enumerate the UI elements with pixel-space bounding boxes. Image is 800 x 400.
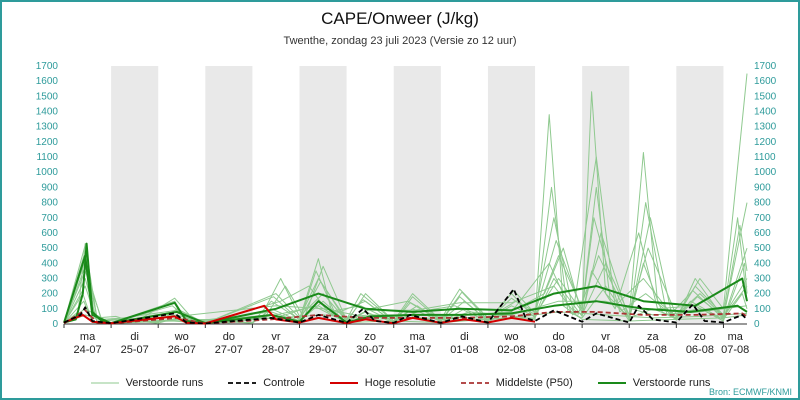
day-name-label: ma [80,331,96,343]
day-date-label: 05-08 [639,344,667,356]
day-date-label: 26-07 [168,344,196,356]
y-tick-label-right: 1000 [754,167,777,178]
y-tick-label-left: 100 [41,304,58,315]
day-date-label: 31-07 [403,344,431,356]
y-tick-label-right: 900 [754,182,771,193]
series-controle [63,288,748,325]
legend-label: Controle [263,377,305,389]
day-band [299,66,347,324]
chart-subtitle: Twenthe, zondag 23 juli 2023 (Versie zo … [283,35,517,47]
day-date-label: 07-08 [721,344,749,356]
legend-line-sample [90,382,119,384]
y-tick-label-right: 100 [754,304,771,315]
legend-line-sample [597,382,626,384]
y-tick-label-left: 900 [41,182,58,193]
day-date-label: 04-08 [592,344,620,356]
day-name-label: ma [728,331,744,343]
legend-label: Middelste (P50) [495,377,573,389]
y-tick-label-right: 1500 [754,91,777,102]
y-tick-label-left: 1200 [36,137,59,148]
y-tick-label-left: 600 [41,228,58,239]
y-tick-label-left: 1100 [36,152,58,163]
legend-item-2: Hoge resolutie [329,377,436,389]
day-date-label: 25-07 [121,344,149,356]
series-verstoorde-run-8 [63,156,748,324]
y-tick-label-right: 1400 [754,107,777,118]
day-name-label: vr [271,331,281,343]
y-tick-label-left: 1600 [36,76,59,87]
day-band [676,66,724,324]
legend-item-1: Controle [227,377,305,389]
y-tick-label-right: 800 [754,198,771,209]
y-tick-label-right: 400 [754,258,771,269]
day-name-label: di [130,331,139,343]
day-name-label: ma [410,331,426,343]
y-tick-label-left: 700 [41,213,58,224]
day-date-label: 01-08 [450,344,478,356]
legend-label: Verstoorde runs [632,377,711,389]
day-name-label: za [317,331,330,343]
chart-title: CAPE/Onweer (J/kg) [321,9,479,28]
y-tick-label-right: 1700 [754,61,777,72]
y-tick-label-left: 1000 [36,167,59,178]
y-tick-label-right: 0 [754,319,760,330]
legend-item-3: Middelste (P50) [460,377,573,389]
y-tick-label-right: 1600 [754,76,777,87]
y-tick-label-right: 600 [754,228,771,239]
day-name-label: do [552,331,564,343]
y-tick-label-left: 200 [41,289,58,300]
y-tick-label-left: 1500 [36,91,59,102]
day-name-label: za [647,331,660,343]
y-tick-label-left: 300 [41,273,58,284]
day-date-label: 06-08 [686,344,714,356]
day-name-label: wo [503,331,518,343]
day-date-label: 27-07 [215,344,243,356]
y-tick-label-left: 1400 [36,107,59,118]
y-tick-label-left: 500 [41,243,58,254]
y-tick-label-left: 1700 [36,61,59,72]
day-date-label: 03-08 [545,344,573,356]
legend-item-0: Verstoorde runs [90,377,204,389]
day-name-label: zo [694,331,706,343]
y-tick-label-left: 0 [52,319,58,330]
legend-line-sample [228,382,257,384]
day-name-label: zo [364,331,376,343]
legend-item-4: Verstoorde runs [597,377,711,389]
day-date-label: 02-08 [497,344,525,356]
y-tick-label-right: 700 [754,213,771,224]
source-note: Bron: ECMWF/KNMI [708,387,792,397]
day-name-label: wo [174,331,189,343]
day-date-label: 28-07 [262,344,290,356]
day-date-label: 29-07 [309,344,337,356]
y-tick-label-right: 500 [754,243,771,254]
day-name-label: di [460,331,469,343]
y-tick-label-left: 1300 [36,122,59,133]
legend-label: Verstoorde runs [125,377,204,389]
day-band [205,66,253,324]
y-tick-label-right: 300 [754,273,771,284]
y-tick-label-right: 1200 [754,137,777,148]
day-date-label: 24-07 [73,344,101,356]
y-tick-label-left: 400 [41,258,58,269]
day-band [393,66,441,324]
day-band [111,66,159,324]
y-tick-label-left: 800 [41,198,58,209]
legend-label: Hoge resolutie [364,377,436,389]
day-band [487,66,536,324]
legend-line-sample [460,382,489,384]
day-date-label: 30-07 [356,344,384,356]
legend-line-sample [329,382,358,384]
series-verstoorde-run-bold-2 [63,254,748,325]
y-tick-label-right: 1100 [754,152,776,163]
plot-area: 0 0 100 100 200 200 300 300 400 400 500 500 600 600 70… [36,61,777,356]
y-tick-label-right: 200 [754,289,771,300]
series-verstoorde-run-3 [63,152,748,324]
y-tick-label-right: 1300 [754,122,777,133]
day-name-label: vr [601,331,611,343]
legend: Verstoorde runs Controle Hoge resolutie Mid… [2,377,798,389]
day-name-label: do [223,331,235,343]
